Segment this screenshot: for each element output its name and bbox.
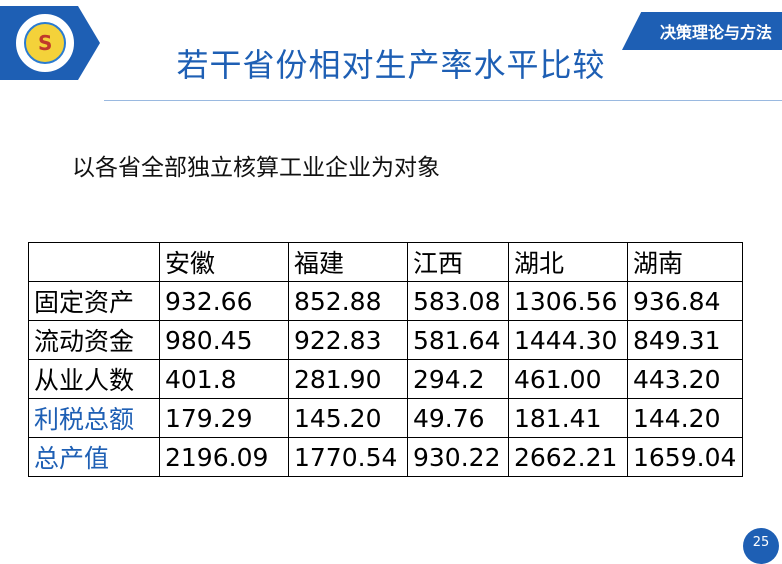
header-cell: 江西 [407, 242, 509, 282]
table-cell: 401.8 [159, 359, 289, 399]
table-row: 固定资产 932.66 852.88 583.08 1306.56 936.84 [28, 281, 743, 321]
page-title: 若干省份相对生产率水平比较 [176, 46, 606, 84]
table-cell: 2196.09 [159, 437, 289, 477]
row-label: 流动资金 [28, 320, 160, 360]
row-label: 总产值 [28, 437, 160, 477]
table-cell: 583.08 [407, 281, 509, 321]
data-table: 安徽 福建 江西 湖北 湖南 固定资产 932.66 852.88 583.08… [28, 242, 743, 477]
row-label: 利税总额 [28, 398, 160, 438]
table-cell: 581.64 [407, 320, 509, 360]
header-cell: 湖南 [627, 242, 743, 282]
table-cell: 980.45 [159, 320, 289, 360]
table-row: 从业人数 401.8 281.90 294.2 461.00 443.20 [28, 359, 743, 399]
table-cell: 461.00 [508, 359, 628, 399]
page-number-badge: 25 [743, 528, 779, 564]
table-cell: 1659.04 [627, 437, 743, 477]
row-label: 固定资产 [28, 281, 160, 321]
header-cell: 福建 [288, 242, 408, 282]
row-label: 从业人数 [28, 359, 160, 399]
header-cell: 湖北 [508, 242, 628, 282]
table-cell: 1306.56 [508, 281, 628, 321]
table-cell: 849.31 [627, 320, 743, 360]
table-row: 流动资金 980.45 922.83 581.64 1444.30 849.31 [28, 320, 743, 360]
table-cell: 930.22 [407, 437, 509, 477]
table-cell: 181.41 [508, 398, 628, 438]
table-row: 利税总额 179.29 145.20 49.76 181.41 144.20 [28, 398, 743, 438]
subtitle: 以各省全部独立核算工业企业为对象 [72, 155, 440, 181]
table-cell: 922.83 [288, 320, 408, 360]
table-cell: 144.20 [627, 398, 743, 438]
table-row: 总产值 2196.09 1770.54 930.22 2662.21 1659.… [28, 437, 743, 477]
table-cell: 179.29 [159, 398, 289, 438]
table-cell: 2662.21 [508, 437, 628, 477]
table-cell: 294.2 [407, 359, 509, 399]
table-cell: 936.84 [627, 281, 743, 321]
table-cell: 1770.54 [288, 437, 408, 477]
title-divider [104, 100, 782, 101]
header-cell: 安徽 [159, 242, 289, 282]
table-cell: 443.20 [627, 359, 743, 399]
table-cell: 281.90 [288, 359, 408, 399]
table-cell: 1444.30 [508, 320, 628, 360]
course-tag: 决策理论与方法 [622, 12, 782, 50]
header-cell [28, 242, 160, 282]
table-cell: 49.76 [407, 398, 509, 438]
table-header-row: 安徽 福建 江西 湖北 湖南 [28, 242, 743, 282]
table-cell: 145.20 [288, 398, 408, 438]
university-seal-icon: S [14, 12, 76, 74]
table-cell: 852.88 [288, 281, 408, 321]
table-cell: 932.66 [159, 281, 289, 321]
